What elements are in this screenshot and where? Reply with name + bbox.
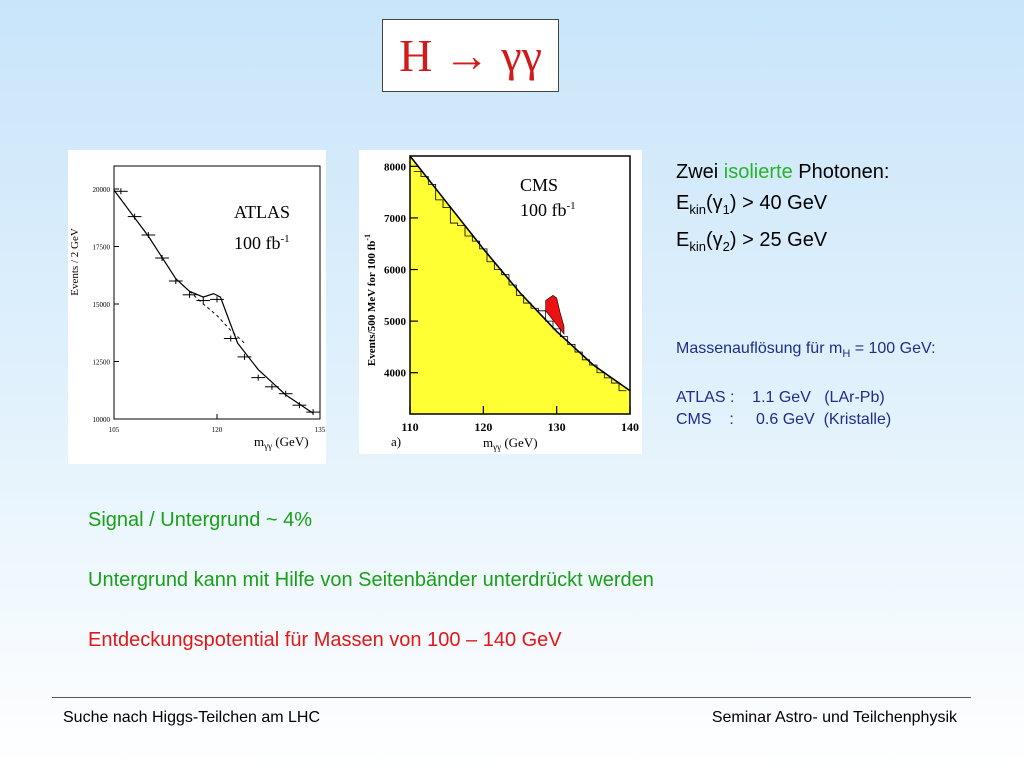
resolution-heading: Massenauflösung für mH = 100 GeV: — [676, 340, 936, 361]
atlas-chart-panel: 10000 12500 15000 17500 20000 105 120 135 Even… — [68, 150, 326, 464]
cms-y-tick-label: 4000 — [384, 368, 407, 380]
atlas-lumi-label: 100 fb-1 — [234, 233, 290, 253]
cuts-line-gamma1: Ekin(γ1) > 40 GeV — [676, 192, 828, 217]
cms-background-curve — [409, 155, 631, 392]
cms-x-tick-label: 120 — [474, 420, 492, 434]
cuts-line-photons: Zwei isolierte Photonen: — [676, 161, 890, 183]
atlas-signal-fit — [113, 189, 314, 414]
cms-plot-frame — [409, 155, 631, 415]
footer-left: Suche nach Higgs-Teilchen am LHC — [63, 709, 321, 726]
atlas-chart: 10000 12500 15000 17500 20000 105 120 135 Even… — [69, 165, 326, 451]
cms-x-label: mγγ (GeV) — [483, 435, 538, 452]
cms-y-label: Events/500 MeV for 100 fb-1 — [363, 234, 378, 366]
resolution-atlas: ATLAS : 1.1 GeV (LAr-Pb) — [676, 389, 885, 407]
atlas-y-tick-label: 12500 — [93, 359, 111, 367]
cms-y-axis: 4000 5000 6000 7000 8000 — [384, 161, 418, 380]
atlas-data-points — [114, 188, 320, 416]
cms-x-tick-label: 110 — [401, 420, 418, 434]
cms-y-tick-label: 5000 — [384, 316, 407, 328]
cms-x-tick-label: 130 — [548, 420, 566, 434]
atlas-y-tick-label: 20000 — [93, 186, 111, 194]
atlas-y-tick-label: 17500 — [93, 244, 111, 252]
footer-divider — [52, 697, 971, 698]
atlas-x-tick-label: 135 — [315, 426, 326, 434]
cms-y-tick-label: 7000 — [384, 213, 407, 225]
cms-chart-panel: 4000 5000 6000 7000 8000 110 120 130 140 Events… — [359, 150, 642, 454]
slide-title: H → γγ — [382, 19, 559, 92]
cms-signal-peak — [545, 294, 565, 335]
atlas-x-tick-label: 120 — [212, 426, 223, 434]
cms-x-axis: 110 120 130 140 — [401, 406, 639, 434]
atlas-background-fit — [189, 290, 245, 344]
cms-chart: 4000 5000 6000 7000 8000 110 120 130 140 Events… — [363, 155, 639, 452]
atlas-y-axis: 10000 12500 15000 17500 20000 — [93, 186, 119, 424]
cms-lumi-label: 100 fb-1 — [520, 200, 576, 220]
selection-cuts: Zwei isolierte Photonen: Ekin(γ1) > 40 G… — [676, 157, 889, 262]
atlas-x-axis: 105 120 135 — [109, 414, 326, 434]
atlas-experiment-label: ATLAS — [234, 202, 290, 222]
atlas-x-label: mγγ (GeV) — [254, 434, 309, 451]
atlas-y-tick-label: 10000 — [93, 416, 111, 424]
atlas-y-tick-label: 15000 — [93, 301, 111, 309]
discovery-potential: Entdeckungspotential für Massen von 100 … — [88, 629, 562, 651]
cms-y-tick-label: 8000 — [384, 161, 407, 173]
atlas-y-label: Events / 2 GeV — [69, 228, 81, 296]
cuts-line-gamma2: Ekin(γ2) > 25 GeV — [676, 229, 828, 254]
cms-panel-label: a) — [391, 434, 401, 449]
cms-y-tick-label: 6000 — [384, 265, 407, 277]
cms-experiment-label: CMS — [520, 175, 558, 195]
footer-right: Seminar Astro- und Teilchenphysik — [711, 709, 957, 726]
mass-resolution: Massenauflösung für mH = 100 GeV: ATLAS … — [676, 338, 936, 431]
cms-x-tick-label: 140 — [621, 420, 639, 434]
signal-background-ratio: Signal / Untergrund ~ 4% — [88, 509, 313, 531]
sideband-note: Untergrund kann mit Hilfe von Seitenbänd… — [88, 569, 654, 591]
atlas-x-tick-label: 105 — [109, 426, 120, 434]
resolution-cms: CMS : 0.6 GeV (Kristalle) — [676, 411, 892, 429]
